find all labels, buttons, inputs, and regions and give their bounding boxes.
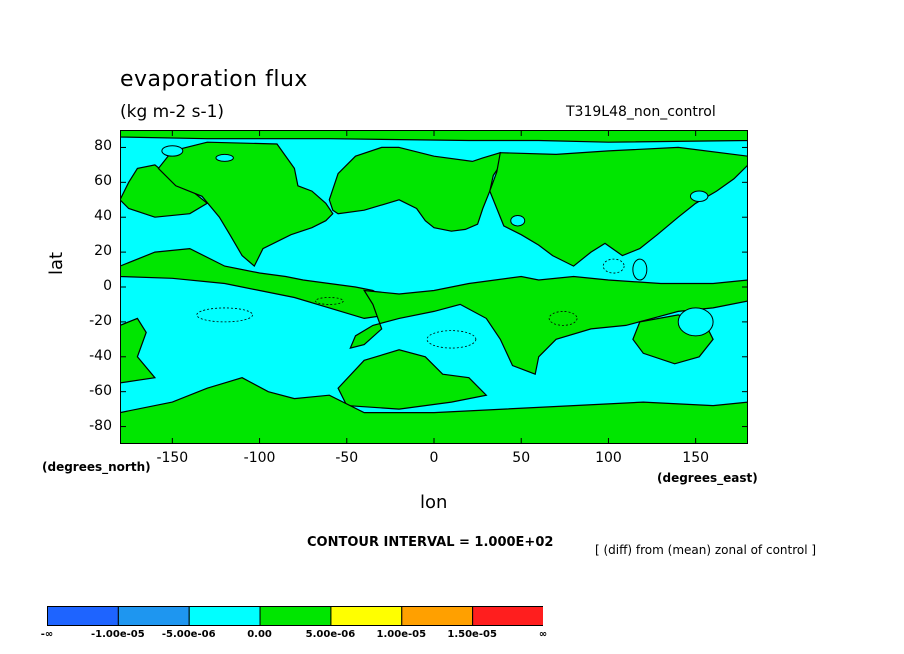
y-tick-label: -20 <box>89 312 112 329</box>
dashed-contour-1 <box>426 330 477 349</box>
colorbar-swatch <box>330 606 403 626</box>
x-tick-label: 100 <box>595 450 622 466</box>
y-tick-label: -40 <box>89 347 112 364</box>
positive-region-8 <box>337 349 488 410</box>
y-tick-label: 80 <box>94 138 112 155</box>
chart-units: (kg m-2 s-1) <box>120 102 225 122</box>
dashed-contour-2 <box>548 311 578 326</box>
colorbar-label: ∞ <box>538 629 548 640</box>
colorbar-label: -∞ <box>40 629 54 640</box>
x-axis-label: lon <box>420 492 448 513</box>
positive-region-7 <box>120 317 157 384</box>
negative-patch-3 <box>677 307 714 337</box>
chart-title: evaporation flux <box>120 67 308 92</box>
colorbar-swatch <box>472 606 543 626</box>
colorbar-swatch <box>117 606 190 626</box>
y-tick-label: -60 <box>89 382 112 399</box>
positive-region-3 <box>328 146 501 232</box>
negative-patch-4 <box>510 214 526 227</box>
colorbar-label: 5.00e-06 <box>305 629 356 640</box>
colorbar-label: -5.00e-06 <box>161 629 216 640</box>
colorbar-label: 0.00 <box>247 629 272 640</box>
x-tick-label: 50 <box>512 450 531 466</box>
y-tick-label: -80 <box>89 417 112 434</box>
colorbar-label: 1.50e-05 <box>447 629 497 640</box>
colorbar-label: 1.00e-05 <box>376 629 427 640</box>
colorbar-swatch <box>259 606 332 626</box>
negative-patch-5 <box>689 190 709 203</box>
x-tick-label: 150 <box>682 450 710 466</box>
x-axis-unit: (degrees_east) <box>657 471 758 485</box>
y-tick-label: 0 <box>103 278 112 294</box>
y-tick-label: 20 <box>94 243 112 260</box>
colorbar-swatch <box>47 606 119 626</box>
positive-region-2 <box>157 141 334 268</box>
x-tick-label: -150 <box>156 450 189 466</box>
diff-note: [ (diff) from (mean) zonal of control ] <box>595 543 817 557</box>
positive-region-0 <box>120 130 748 143</box>
colorbar <box>47 606 543 626</box>
x-tick-label: -50 <box>335 450 359 466</box>
y-axis-unit: (degrees_north) <box>42 460 151 474</box>
contour-interval: CONTOUR INTERVAL = 1.000E+02 <box>307 535 554 550</box>
colorbar-swatch <box>188 606 261 626</box>
map-plot <box>120 130 748 444</box>
negative-patch-2 <box>632 258 648 281</box>
x-tick-label: -100 <box>243 450 276 466</box>
negative-patch-1 <box>215 153 234 162</box>
y-axis-label: lat <box>46 251 67 275</box>
colorbar-swatch <box>401 606 474 626</box>
positive-region-4 <box>489 146 748 267</box>
y-tick-label: 40 <box>94 208 112 225</box>
x-tick-label: 0 <box>429 450 439 466</box>
positive-region-10 <box>120 377 748 444</box>
y-tick-label: 60 <box>94 173 112 190</box>
run-name: T319L48_non_control <box>566 104 716 120</box>
negative-patch-0 <box>161 145 184 157</box>
colorbar-label: -1.00e-05 <box>91 629 145 640</box>
positive-region-6 <box>349 275 748 376</box>
